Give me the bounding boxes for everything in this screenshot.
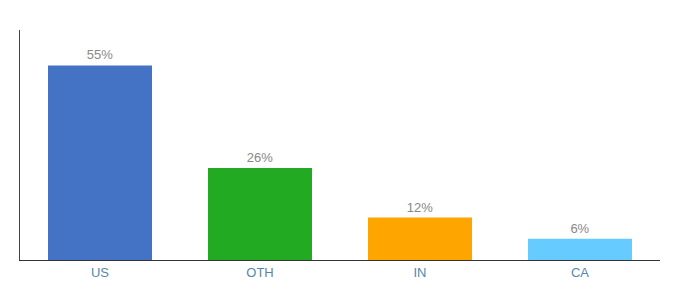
svg-text:OTH: OTH — [246, 265, 273, 280]
svg-text:IN: IN — [414, 265, 427, 280]
svg-text:CA: CA — [571, 265, 589, 280]
svg-text:55%: 55% — [87, 47, 113, 62]
svg-text:26%: 26% — [247, 150, 273, 165]
svg-text:6%: 6% — [570, 221, 589, 236]
svg-text:12%: 12% — [407, 200, 433, 215]
svg-text:US: US — [91, 265, 109, 280]
